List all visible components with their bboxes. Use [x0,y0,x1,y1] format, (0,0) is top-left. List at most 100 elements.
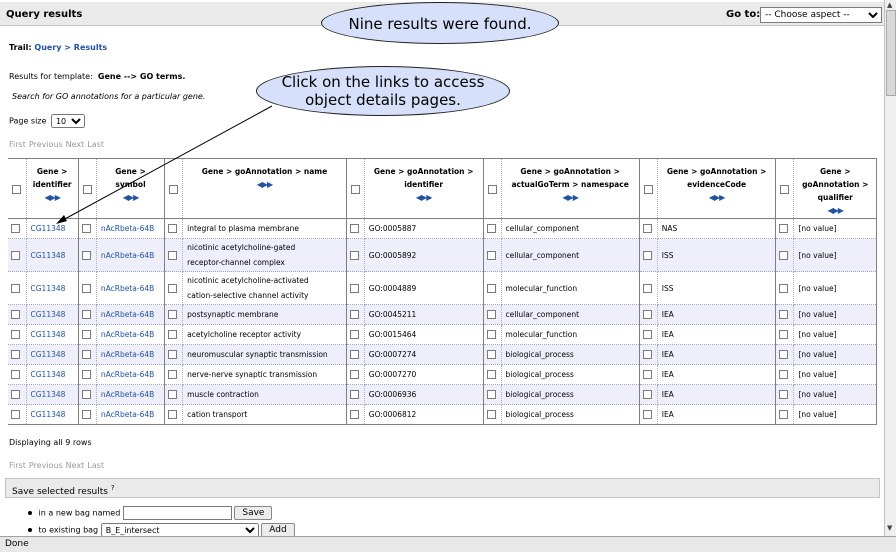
scroll-up-icon[interactable]: ▲ [887,1,893,9]
row-checkbox[interactable] [642,410,652,420]
gene-symbol-link[interactable]: nAcRbeta-64B [96,271,166,305]
row-checkbox[interactable] [349,370,359,380]
gene-identifier-link[interactable]: CG11348 [26,404,79,425]
row-checkbox[interactable] [81,330,91,340]
help-icon[interactable]: ? [110,484,115,492]
pager-previous[interactable]: Previous [28,461,63,470]
pager-first[interactable]: First [9,461,26,470]
row-checkbox[interactable] [11,370,20,380]
row-checkbox[interactable] [779,310,789,320]
save-button[interactable]: Save [234,506,273,520]
gene-identifier-link[interactable]: CG11348 [26,218,79,239]
row-checkbox[interactable] [642,390,652,400]
goto-aspect-select[interactable]: -- Choose aspect -- [760,7,882,23]
row-checkbox[interactable] [11,283,20,293]
pager-next[interactable]: Next [65,461,85,470]
row-checkbox[interactable] [349,330,359,340]
sort-arrows-icon[interactable]: ◀▶▶ [256,180,273,189]
row-checkbox[interactable] [168,390,178,400]
existing-bag-select[interactable]: B_E_intersect [100,523,259,536]
row-checkbox[interactable] [642,370,652,380]
row-checkbox[interactable] [349,250,359,260]
sort-arrows-icon[interactable]: ◀▶▶ [827,206,844,215]
row-checkbox[interactable] [642,310,652,320]
pager-next[interactable]: Next [65,140,85,149]
gene-symbol-link[interactable]: nAcRbeta-64B [96,404,166,425]
gene-identifier-link[interactable]: CG11348 [26,238,79,272]
row-checkbox[interactable] [11,390,20,400]
row-checkbox[interactable] [81,370,91,380]
row-checkbox[interactable] [779,390,789,400]
row-checkbox[interactable] [11,250,20,260]
gene-identifier-link[interactable]: CG11348 [26,324,79,345]
sort-arrows-icon[interactable]: ◀▶▶ [44,193,60,202]
row-checkbox[interactable] [168,310,178,320]
gene-identifier-link[interactable]: CG11348 [26,304,79,325]
row-checkbox[interactable] [642,283,652,293]
breadcrumb-query-link[interactable]: Query [34,43,62,52]
pager-last[interactable]: Last [87,140,104,149]
gene-symbol-link[interactable]: nAcRbeta-64B [96,238,166,272]
gene-identifier-link[interactable]: CG11348 [26,344,79,365]
row-checkbox[interactable] [779,283,789,293]
row-checkbox[interactable] [81,410,91,420]
row-checkbox[interactable] [11,310,20,320]
row-checkbox[interactable] [779,350,789,360]
gene-symbol-link[interactable]: nAcRbeta-64B [96,364,166,385]
row-checkbox[interactable] [168,250,178,260]
row-checkbox[interactable] [487,184,497,194]
row-checkbox[interactable] [642,250,652,260]
gene-symbol-link[interactable]: nAcRbeta-64B [96,324,166,345]
row-checkbox[interactable] [486,350,496,360]
breadcrumb-results-link[interactable]: Results [73,43,108,52]
row-checkbox[interactable] [81,350,91,360]
row-checkbox[interactable] [780,184,790,194]
pager-first[interactable]: First [9,140,26,149]
scroll-down-icon[interactable]: ▼ [887,524,893,532]
row-checkbox[interactable] [642,350,652,360]
row-checkbox[interactable] [643,184,653,194]
row-checkbox[interactable] [349,390,359,400]
row-checkbox[interactable] [486,410,496,420]
sort-arrows-icon[interactable]: ◀▶▶ [122,193,139,202]
row-checkbox[interactable] [486,370,496,380]
row-checkbox[interactable] [642,330,652,340]
row-checkbox[interactable] [168,283,178,293]
row-checkbox[interactable] [12,184,22,194]
row-checkbox[interactable] [349,410,359,420]
row-checkbox[interactable] [168,330,178,340]
row-checkbox[interactable] [11,350,20,360]
row-checkbox[interactable] [350,184,360,194]
row-checkbox[interactable] [779,250,789,260]
row-checkbox[interactable] [168,410,178,420]
row-checkbox[interactable] [642,224,652,234]
row-checkbox[interactable] [81,224,91,234]
row-checkbox[interactable] [168,350,178,360]
row-checkbox[interactable] [779,370,789,380]
row-checkbox[interactable] [81,390,91,400]
sort-arrows-icon[interactable]: ◀▶▶ [562,193,578,202]
new-bag-name-input[interactable] [122,506,232,520]
row-checkbox[interactable] [82,184,92,194]
row-checkbox[interactable] [81,283,91,293]
row-checkbox[interactable] [81,310,91,320]
gene-identifier-link[interactable]: CG11348 [26,384,79,405]
sort-arrows-icon[interactable]: ◀▶▶ [415,193,432,202]
row-checkbox[interactable] [349,224,359,234]
row-checkbox[interactable] [779,330,789,340]
sort-arrows-icon[interactable]: ◀▶▶ [708,193,725,202]
row-checkbox[interactable] [486,224,496,234]
row-checkbox[interactable] [168,224,178,234]
row-checkbox[interactable] [486,250,496,260]
gene-symbol-link[interactable]: nAcRbeta-64B [96,218,166,239]
gene-identifier-link[interactable]: CG11348 [26,271,79,305]
row-checkbox[interactable] [169,184,179,194]
gene-symbol-link[interactable]: nAcRbeta-64B [96,384,166,405]
row-checkbox[interactable] [779,224,789,234]
gene-symbol-link[interactable]: nAcRbeta-64B [96,304,166,325]
add-button[interactable]: Add [261,523,295,536]
row-checkbox[interactable] [486,283,496,293]
row-checkbox[interactable] [486,390,496,400]
vertical-scrollbar[interactable]: ▲ ▼ [884,0,896,536]
row-checkbox[interactable] [11,330,20,340]
